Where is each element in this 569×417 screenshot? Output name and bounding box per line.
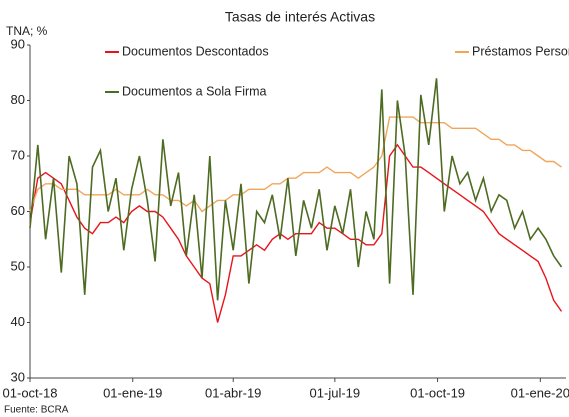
y-tick-label: 90 bbox=[11, 36, 25, 51]
series-line bbox=[29, 116, 562, 213]
y-tick-label: 40 bbox=[11, 314, 25, 329]
legend-label: Documentos a Sola Firma bbox=[122, 84, 267, 98]
y-tick-label: 70 bbox=[11, 147, 25, 162]
legend-label: Préstamos Personales bbox=[472, 44, 569, 58]
y-tick-label: 80 bbox=[11, 92, 25, 107]
x-tick-label: 01-jul-19 bbox=[310, 385, 361, 400]
x-tick-label: 01-abr-19 bbox=[205, 385, 261, 400]
x-tick-label: 01-oct-19 bbox=[410, 385, 465, 400]
x-tick-label: 01-oct-18 bbox=[3, 385, 58, 400]
y-tick-label: 50 bbox=[11, 258, 25, 273]
y-tick-label: 60 bbox=[11, 203, 25, 218]
source: Fuente: BCRA bbox=[4, 405, 69, 416]
y-axis-label: TNA; % bbox=[6, 24, 48, 38]
x-tick-label: 01-ene-19 bbox=[103, 385, 162, 400]
legend-label: Documentos Descontados bbox=[122, 44, 269, 58]
x-tick-label: 01-ene-20 bbox=[511, 385, 569, 400]
y-tick-label: 30 bbox=[11, 369, 25, 384]
series-line bbox=[29, 143, 563, 323]
chart-title: Tasas de interés Activas bbox=[225, 9, 375, 25]
series-line bbox=[29, 78, 563, 301]
